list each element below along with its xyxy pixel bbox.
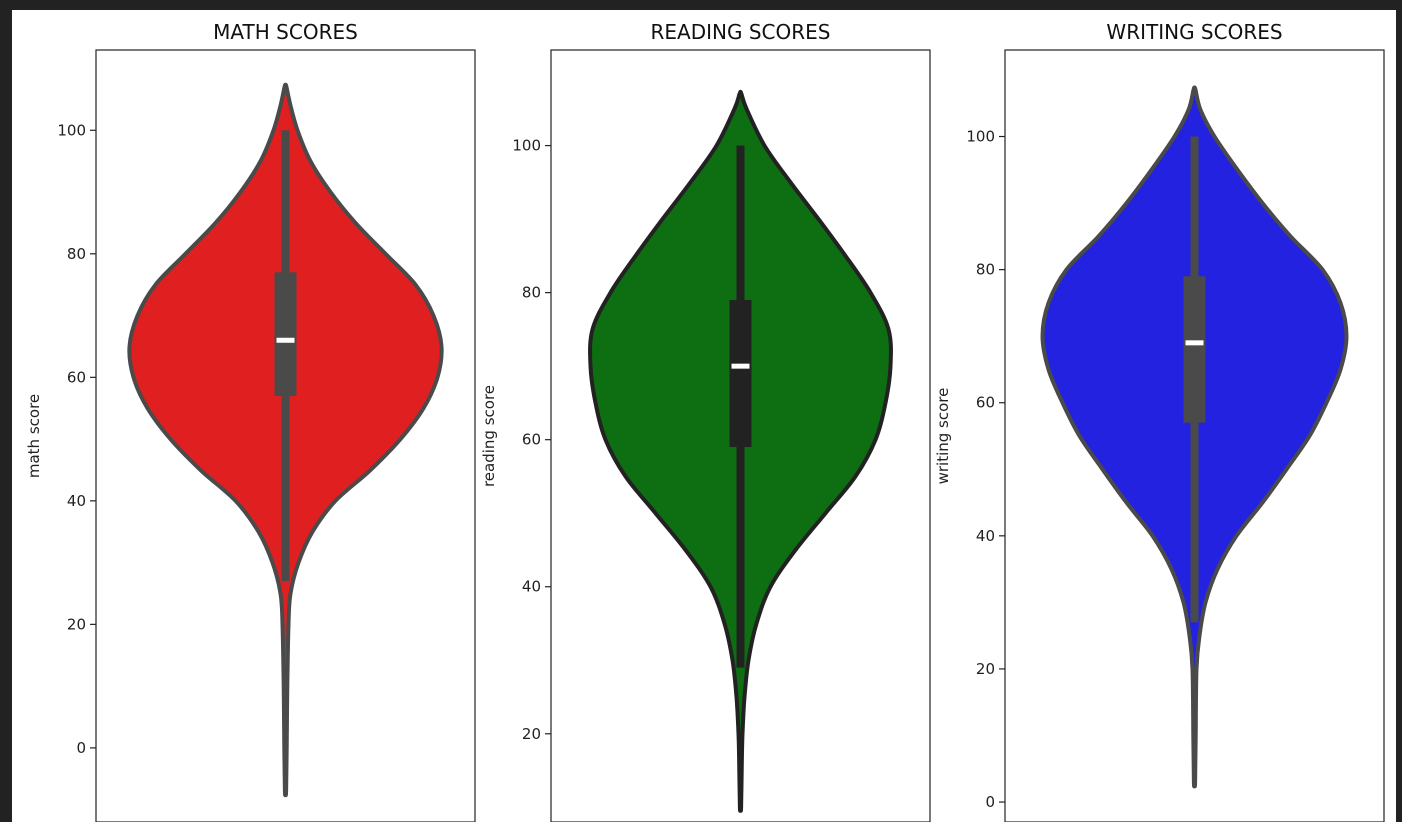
y-tick-label: 100 [512,137,541,155]
y-tick-label: 100 [966,128,995,146]
panel-title: WRITING SCORES [1106,20,1282,44]
iqr-box [274,272,297,396]
y-tick-label: 40 [522,578,541,596]
y-tick-label: 80 [67,245,86,263]
y-tick-label: 60 [522,431,541,449]
y-tick-label: 80 [522,284,541,302]
y-tick-label: 0 [985,793,995,811]
median-marker [276,337,295,343]
y-tick-label: 20 [522,725,541,743]
iqr-box [729,299,752,448]
y-tick-label: 20 [67,615,86,633]
median-marker [1185,340,1204,346]
median-marker [731,363,750,369]
figure: MATH SCORES math score 0 20 40 60 80 100 READING… [12,10,1396,822]
y-tick-label: 0 [76,739,86,757]
violin-panel: WRITING SCORES writing score 0 20 40 60 80 100 [934,20,1385,822]
y-tick-label: 100 [57,121,86,139]
panel-title: READING SCORES [651,20,831,44]
violin-panel: MATH SCORES math score 0 20 40 60 80 100 [25,20,476,822]
y-tick-label: 80 [976,261,995,279]
y-axis-label: writing score [934,388,952,485]
y-tick-label: 40 [976,527,995,545]
axes-frame [550,49,931,822]
iqr-box [1183,276,1206,423]
y-tick-label: 40 [67,492,86,510]
y-axis-label: math score [25,394,43,478]
violin-panel: READING SCORES reading score 20 40 60 80 100 [480,20,931,822]
y-tick-label: 60 [976,394,995,412]
axes-frame [95,49,476,822]
y-tick-label: 20 [976,660,995,678]
y-axis-label: reading score [480,385,498,487]
panel-title: MATH SCORES [213,20,358,44]
axes-frame [1004,49,1385,822]
y-tick-label: 60 [67,368,86,386]
